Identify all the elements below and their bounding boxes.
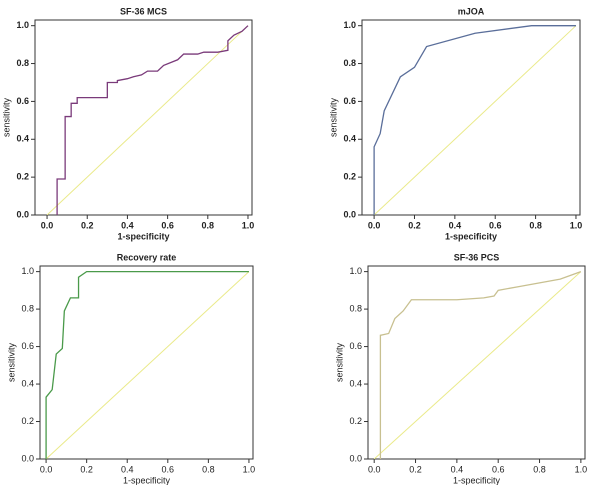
y-tick-label: 1.0 xyxy=(16,20,29,30)
x-tick-label: 0.4 xyxy=(449,220,462,230)
x-tick-label: 0.8 xyxy=(202,464,215,474)
x-tick-label: 0.0 xyxy=(40,464,53,474)
y-tick-label: 0.0 xyxy=(349,453,362,463)
x-tick-label: 0.6 xyxy=(492,464,505,474)
panel: 0.0 0.2 0.4 0.6 0.8 1.0 0.0 0.2 0.4 0.6 0.8 1.0 SF-3… xyxy=(334,252,587,485)
x-tick-label: 0.8 xyxy=(533,464,546,474)
y-tick-label: 0.8 xyxy=(21,303,34,313)
y-tick-label: 0.4 xyxy=(343,134,356,144)
y-tick-label: 1.0 xyxy=(349,266,362,276)
y-tick-label: 1.0 xyxy=(21,266,34,276)
x-tick-label: 0.4 xyxy=(121,464,134,474)
x-tick-label: 0.6 xyxy=(489,220,502,230)
y-tick-label: 0.0 xyxy=(21,453,34,463)
roc-curve xyxy=(45,270,249,459)
y-tick-label: 0.2 xyxy=(349,416,362,426)
y-tick-label: 0.2 xyxy=(16,172,29,182)
roc-curve xyxy=(379,271,582,459)
y-tick-label: 0.8 xyxy=(16,58,29,68)
x-tick-label: 1.0 xyxy=(575,464,588,474)
x-tick-label: 0.6 xyxy=(162,464,175,474)
x-tick-label: 0.0 xyxy=(41,220,54,230)
y-tick-label: 0.0 xyxy=(16,209,29,219)
y-tick-label: 0.8 xyxy=(343,58,356,68)
roc-curve xyxy=(56,25,249,215)
x-axis-label: 1-specificity xyxy=(445,231,497,241)
y-tick-label: 0.4 xyxy=(349,378,362,388)
x-axis-label: 1-specificity xyxy=(453,475,501,485)
x-axis-label: 1-specificity xyxy=(123,475,171,485)
x-tick-label: 1.0 xyxy=(242,220,255,230)
x-tick-label: 0.2 xyxy=(80,464,93,474)
reference-diagonal xyxy=(373,25,577,216)
reference-diagonal xyxy=(46,25,249,216)
panel: 0.0 0.2 0.4 0.6 0.8 1.0 0.0 0.2 0.4 0.6 0.8 1.0 Reco… xyxy=(6,252,255,485)
chart-title: SF-36 MCS xyxy=(120,6,167,16)
x-tick-label: 1.0 xyxy=(243,464,256,474)
x-tick-label: 0.2 xyxy=(408,220,421,230)
panel: 0.0 0.2 0.4 0.6 0.8 1.0 0.0 0.2 0.4 0.6 0.8 1.0 mJOA… xyxy=(328,6,582,241)
panel: 0.0 0.2 0.4 0.6 0.8 1.0 0.0 0.2 0.4 0.6 0.8 1.0 SF-3… xyxy=(1,6,254,241)
roc-curve xyxy=(373,25,576,215)
x-tick-label: 1.0 xyxy=(570,220,583,230)
y-tick-label: 0.6 xyxy=(343,96,356,106)
x-tick-label: 0.4 xyxy=(451,464,464,474)
y-axis-label: sensitivity xyxy=(6,342,16,382)
y-tick-label: 0.4 xyxy=(21,378,34,388)
chart-title: mJOA xyxy=(458,6,485,16)
x-tick-label: 0.2 xyxy=(81,220,94,230)
y-axis-label: sensitivity xyxy=(334,342,344,382)
y-tick-label: 0.6 xyxy=(21,341,34,351)
plot-frame xyxy=(39,265,254,460)
reference-diagonal xyxy=(45,271,250,460)
y-axis-label: sensitivity xyxy=(1,97,11,137)
reference-diagonal xyxy=(373,271,582,460)
plot-frame xyxy=(367,265,586,460)
x-tick-label: 0.2 xyxy=(409,464,422,474)
x-tick-label: 0.0 xyxy=(368,464,381,474)
y-tick-label: 0.2 xyxy=(21,416,34,426)
x-tick-label: 0.8 xyxy=(529,220,542,230)
x-tick-label: 0.4 xyxy=(121,220,134,230)
chart-title: Recovery rate xyxy=(117,252,177,262)
x-tick-label: 0.0 xyxy=(368,220,381,230)
x-tick-label: 0.8 xyxy=(202,220,215,230)
x-axis-label: 1-specificity xyxy=(117,231,169,241)
y-tick-label: 0.4 xyxy=(16,134,29,144)
plot-frame xyxy=(34,19,253,216)
x-tick-label: 0.6 xyxy=(161,220,174,230)
plot-frame xyxy=(361,19,581,216)
y-tick-label: 0.2 xyxy=(343,172,356,182)
y-tick-label: 0.6 xyxy=(16,96,29,106)
chart-title: SF-36 PCS xyxy=(454,252,500,262)
y-axis-label: sensitivity xyxy=(328,97,338,137)
y-tick-label: 1.0 xyxy=(343,20,356,30)
y-tick-label: 0.6 xyxy=(349,341,362,351)
y-tick-label: 0.8 xyxy=(349,303,362,313)
y-tick-label: 0.0 xyxy=(343,209,356,219)
